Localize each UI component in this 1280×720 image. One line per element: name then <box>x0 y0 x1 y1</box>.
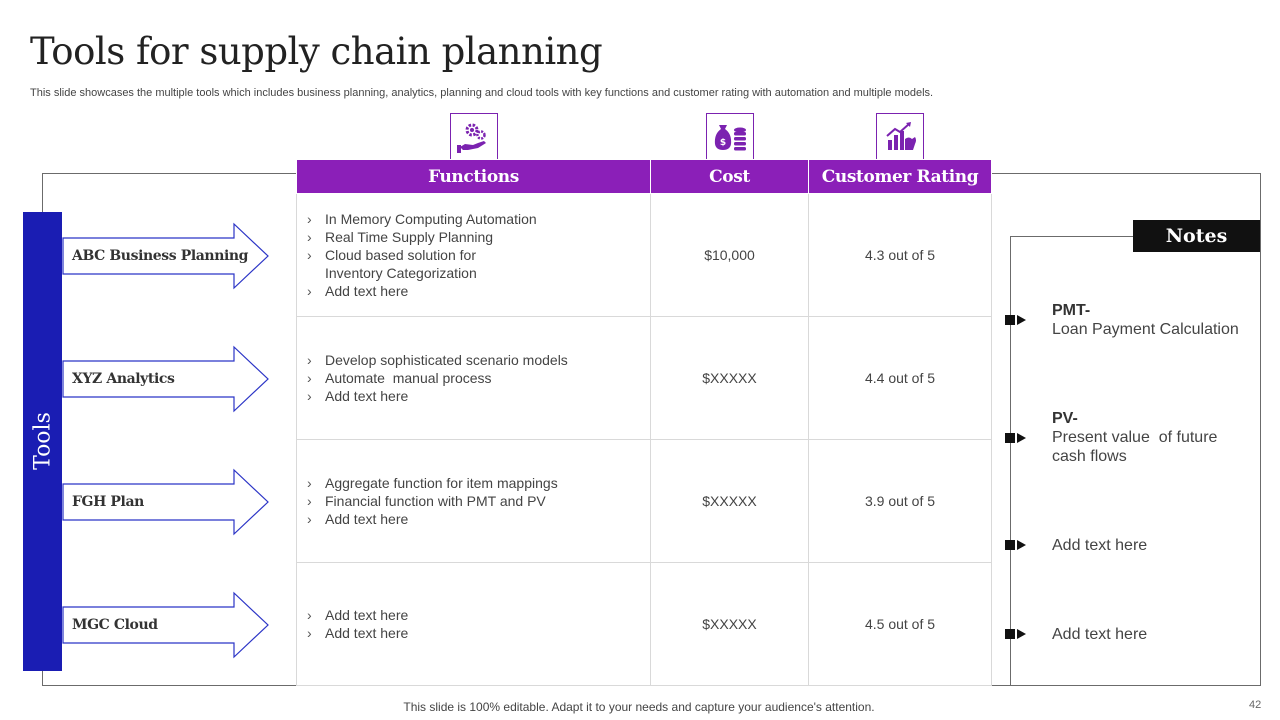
table-row: Aggregate function for item mappings Fin… <box>296 439 992 563</box>
rating-cell: 3.9 out of 5 <box>808 439 992 563</box>
note-marker-icon <box>1005 432 1027 444</box>
tool-label: XYZ Analytics <box>72 371 175 387</box>
function-item: Aggregate function for item mappings <box>307 474 650 492</box>
header-cost: Cost <box>650 159 809 194</box>
gears-hand-icon <box>450 113 498 161</box>
note-item: PV- Present value of future cash flows <box>1052 409 1252 466</box>
table-row: In Memory Computing Automation Real Time… <box>296 193 992 317</box>
slide-title: Tools for supply chain planning <box>30 30 603 73</box>
table-row: Develop sophisticated scenario models Au… <box>296 316 992 440</box>
note-item: PMT- Loan Payment Calculation <box>1052 301 1252 339</box>
functions-cell: Add text here Add text here <box>296 562 651 686</box>
growth-chart-hand-icon <box>876 113 924 161</box>
function-item: Add text here <box>307 606 650 624</box>
tool-arrow-xyz: XYZ Analytics <box>62 345 270 413</box>
money-bag-coins-icon: $ <box>706 113 754 161</box>
tools-label: Tools <box>30 412 56 470</box>
function-item: Add text here <box>307 282 650 300</box>
note-title: PMT- <box>1052 302 1091 319</box>
function-item: Real Time Supply Planning <box>307 228 650 246</box>
table-row: Add text here Add text here $XXXXX 4.5 o… <box>296 562 992 686</box>
header-customer-rating: Customer Rating <box>808 159 992 194</box>
rating-cell: 4.4 out of 5 <box>808 316 992 440</box>
tool-label: ABC Business Planning <box>72 248 249 264</box>
cost-cell: $XXXXX <box>650 439 809 563</box>
tools-bar <box>23 212 62 671</box>
function-item: Add text here <box>307 387 650 405</box>
function-item: Automate manual process <box>307 369 650 387</box>
tool-label: FGH Plan <box>72 494 144 510</box>
notes-header: Notes <box>1133 220 1260 252</box>
cost-cell: $10,000 <box>650 193 809 317</box>
note-marker-icon <box>1005 314 1027 326</box>
tool-arrow-abc: ABC Business Planning <box>62 222 270 290</box>
footer-text: This slide is 100% editable. Adapt it to… <box>403 700 875 714</box>
function-item: Add text here <box>307 510 650 528</box>
svg-text:$: $ <box>720 138 726 148</box>
function-item: Add text here <box>307 624 650 642</box>
function-item: Develop sophisticated scenario models <box>307 351 650 369</box>
tool-arrow-mgc: MGC Cloud <box>62 591 270 659</box>
function-item: Cloud based solution for Inventory Categ… <box>307 246 517 282</box>
note-body: Present value of future cash flows <box>1052 429 1222 465</box>
page-number: 42 <box>1249 699 1262 711</box>
note-item: Add text here <box>1052 536 1252 555</box>
cost-cell: $XXXXX <box>650 562 809 686</box>
note-item: Add text here <box>1052 625 1252 644</box>
note-body: Add text here <box>1052 537 1148 554</box>
header-functions: Functions <box>296 159 651 194</box>
function-item: In Memory Computing Automation <box>307 210 650 228</box>
tool-arrow-fgh: FGH Plan <box>62 468 270 536</box>
functions-cell: Aggregate function for item mappings Fin… <box>296 439 651 563</box>
cost-cell: $XXXXX <box>650 316 809 440</box>
note-marker-icon <box>1005 539 1027 551</box>
slide-subtitle: This slide showcases the multiple tools … <box>30 87 934 99</box>
functions-cell: Develop sophisticated scenario models Au… <box>296 316 651 440</box>
function-item: Financial function with PMT and PV <box>307 492 650 510</box>
rating-cell: 4.5 out of 5 <box>808 562 992 686</box>
note-title: PV- <box>1052 410 1078 427</box>
tool-label: MGC Cloud <box>72 617 158 633</box>
note-marker-icon <box>1005 628 1027 640</box>
note-body: Add text here <box>1052 626 1148 643</box>
note-body: Loan Payment Calculation <box>1052 321 1239 338</box>
tools-table: Functions Cost Customer Rating In Memory… <box>296 159 992 686</box>
rating-cell: 4.3 out of 5 <box>808 193 992 317</box>
functions-cell: In Memory Computing Automation Real Time… <box>296 193 651 317</box>
table-header-row: Functions Cost Customer Rating <box>296 159 992 194</box>
